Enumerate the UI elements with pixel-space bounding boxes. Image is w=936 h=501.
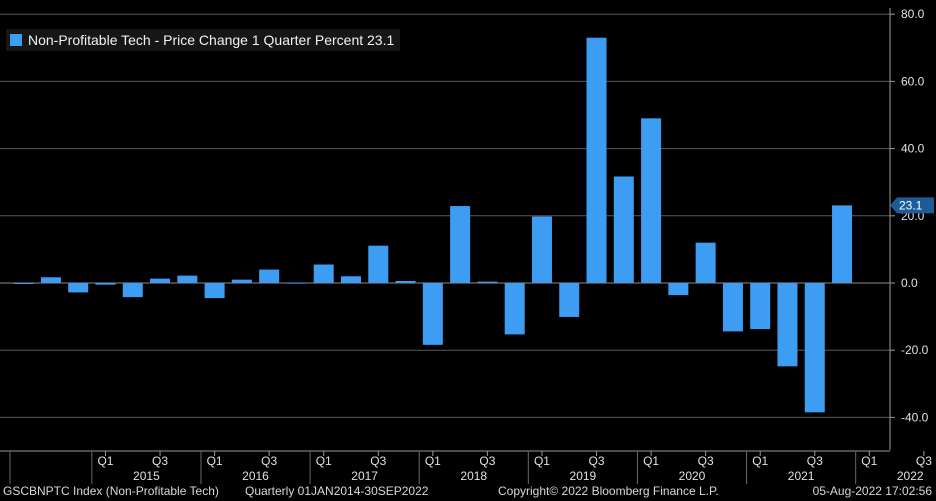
year-label: 2015 (133, 469, 160, 483)
bar (13, 283, 34, 285)
bar (804, 283, 825, 413)
year-label: 2022 (897, 469, 924, 483)
bar (613, 176, 634, 283)
year-label: 2019 (570, 469, 597, 483)
bar (313, 264, 334, 283)
bar (204, 283, 225, 299)
bar (231, 279, 252, 283)
x-tick-label: Q3 (479, 454, 495, 468)
x-tick-label: Q3 (698, 454, 714, 468)
footer-copyright: Copyright© 2022 Bloomberg Finance L.P. (498, 484, 719, 498)
x-tick-label: Q1 (425, 454, 441, 468)
bar (422, 283, 443, 345)
legend-label: Non-Profitable Tech - Price Change 1 Qua… (28, 32, 395, 48)
x-tick-label: Q3 (589, 454, 605, 468)
x-tick-label: Q3 (916, 454, 932, 468)
bar (777, 283, 798, 367)
bar (395, 280, 416, 283)
bar (368, 245, 389, 283)
bar (559, 283, 580, 317)
bar (95, 283, 116, 285)
bar (450, 206, 471, 283)
bar (695, 242, 716, 283)
x-tick-label: Q1 (97, 454, 113, 468)
x-tick-label: Q1 (316, 454, 332, 468)
y-axis: 80.060.040.020.00.0-20.0-40.023.1 (889, 7, 934, 450)
bar (531, 216, 552, 283)
bar (722, 283, 743, 332)
year-label: 2016 (242, 469, 269, 483)
y-tick-label: -20.0 (901, 343, 929, 357)
bar (341, 276, 361, 283)
x-tick-label: Q1 (643, 454, 659, 468)
bar (68, 283, 89, 293)
bar (504, 283, 525, 335)
y-tick-label: 40.0 (901, 142, 925, 156)
footer-ticker: GSCBNPTC Index (Non-Profitable Tech) (3, 484, 219, 498)
x-tick-label: Q3 (370, 454, 386, 468)
legend-swatch (10, 34, 22, 46)
gridlines (0, 13, 890, 418)
bar (477, 281, 498, 283)
footer-range: Quarterly 01JAN2014-30SEP2022 (245, 484, 429, 498)
y-tick-label: -40.0 (901, 410, 929, 424)
bar (286, 282, 307, 284)
x-tick-label: Q1 (752, 454, 768, 468)
bar (259, 269, 280, 283)
bars (13, 37, 853, 413)
x-tick-label: Q1 (534, 454, 550, 468)
year-label: 2021 (788, 469, 815, 483)
bar (177, 275, 198, 283)
bar (586, 37, 607, 283)
bar (122, 283, 143, 298)
legend: Non-Profitable Tech - Price Change 1 Qua… (6, 29, 401, 51)
x-tick-label: Q3 (807, 454, 823, 468)
last-value-tag (890, 197, 934, 214)
y-tick-label: 0.0 (901, 276, 918, 290)
bar (750, 283, 771, 330)
y-tick-label: 80.0 (901, 7, 925, 21)
x-tick-label: Q3 (152, 454, 168, 468)
x-tick-label: Q1 (207, 454, 223, 468)
x-tick-label: Q3 (261, 454, 277, 468)
bar (668, 283, 689, 296)
year-label: 2017 (351, 469, 378, 483)
y-tick-label: 60.0 (901, 74, 925, 88)
footer-timestamp: 05-Aug-2022 17:02:56 (812, 484, 932, 498)
bar (150, 278, 171, 283)
bar (40, 277, 61, 283)
year-label: 2020 (679, 469, 706, 483)
x-tick-label: Q1 (861, 454, 877, 468)
bar (641, 118, 662, 283)
bar (832, 205, 853, 283)
year-label: 2018 (460, 469, 487, 483)
last-value-label: 23.1 (899, 198, 923, 212)
